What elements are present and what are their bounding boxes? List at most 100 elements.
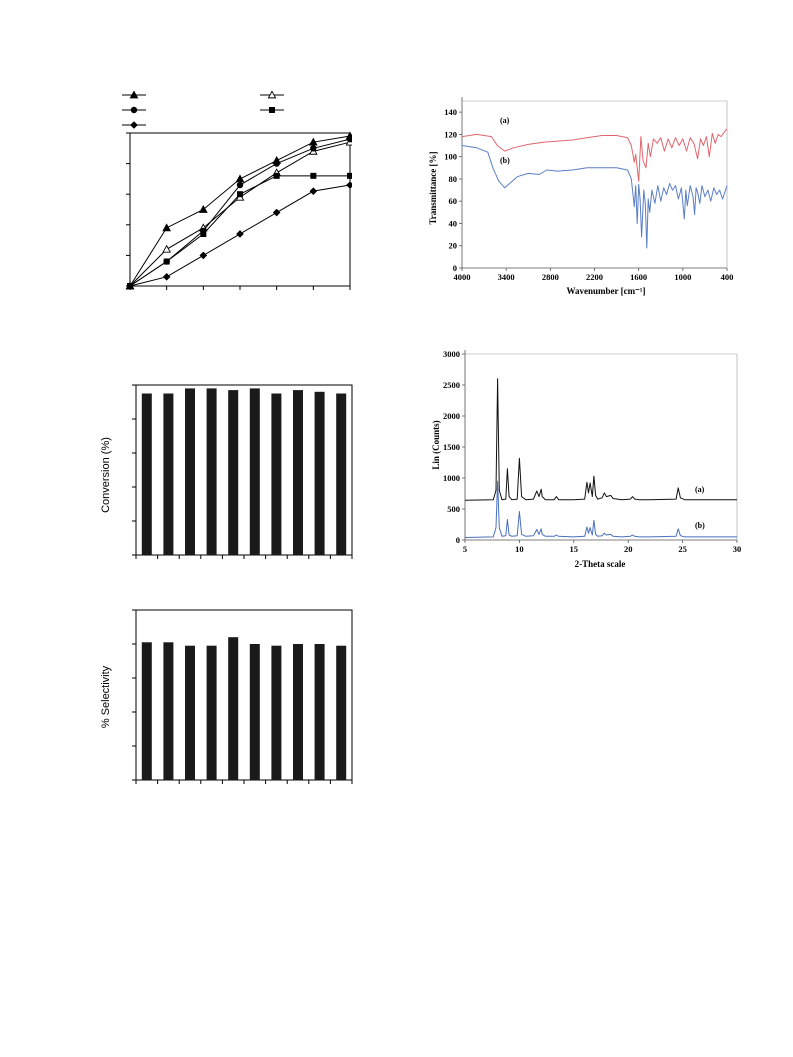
data-point <box>308 137 318 146</box>
x-axis-label: Wavenumber [cm⁻¹] <box>566 286 645 296</box>
data-point <box>199 251 208 260</box>
series-line <box>129 135 352 287</box>
y-tick-label: 1000 <box>443 473 460 483</box>
series-label-1: (b) <box>695 521 705 530</box>
bar-chart-selectivity: % Selectivity <box>100 609 353 784</box>
bar <box>206 388 217 555</box>
data-point <box>273 160 280 167</box>
y-tick-label: 20 <box>449 241 458 251</box>
x-tick-label: 30 <box>733 544 742 554</box>
data-point <box>235 174 245 183</box>
bar <box>228 637 239 780</box>
legend <box>122 90 284 129</box>
x-tick-label: 4000 <box>454 272 471 282</box>
plot <box>132 384 353 559</box>
plot: 0 500 1000 1500 2000 2500 3000 5 10 15 20 25 30 (a) (b… <box>443 349 741 554</box>
plot-frame <box>129 132 351 287</box>
legend-marker-circle-filled <box>130 106 138 114</box>
y-tick-label: 80 <box>449 174 458 184</box>
bar <box>314 644 325 780</box>
bar <box>336 645 347 780</box>
data-point <box>346 135 352 143</box>
y-tick-label: 2000 <box>443 411 460 421</box>
x-tick-label: 25 <box>678 544 687 554</box>
y-tick-label: 3000 <box>443 349 460 359</box>
data-point <box>126 282 134 290</box>
y-axis-label: % Selectivity <box>100 665 112 728</box>
bar <box>141 393 152 555</box>
bar <box>271 645 282 780</box>
bar <box>185 645 195 780</box>
series-line-0 <box>464 378 737 501</box>
data-point <box>162 273 171 281</box>
bar <box>141 642 152 780</box>
x-tick-label: 400 <box>721 272 734 282</box>
data-point <box>236 181 244 189</box>
y-tick-label: 2500 <box>443 380 460 390</box>
y-tick-label: 140 <box>444 107 457 117</box>
data-point <box>346 181 352 189</box>
series-line-1 <box>464 480 737 538</box>
x-tick-label: 10 <box>515 544 524 554</box>
x-tick-label: 15 <box>570 544 579 554</box>
series-circle-filled <box>126 135 352 290</box>
y-tick-label: 0 <box>453 263 457 273</box>
bar <box>185 388 195 555</box>
data-point <box>347 172 352 179</box>
x-tick-label: 1000 <box>674 272 691 282</box>
bar-chart-conversion: Conversion (%) <box>100 384 353 559</box>
bar <box>249 644 260 780</box>
bar <box>293 390 303 555</box>
data-point <box>162 223 172 232</box>
series-line-0 <box>461 128 728 182</box>
y-axis-label: Transmittance [%] <box>428 151 438 224</box>
y-axis-label: Lin (Counts) <box>431 420 441 469</box>
data-point <box>273 172 280 179</box>
bar <box>163 393 174 555</box>
data-point <box>237 191 243 198</box>
y-axis-label: Conversion (%) <box>100 437 112 513</box>
bar <box>249 388 260 555</box>
legend-marker-diamond-filled <box>130 121 138 129</box>
data-point <box>198 204 208 213</box>
data-point <box>200 230 207 237</box>
y-tick-label: 40 <box>449 218 458 228</box>
bar <box>206 645 217 780</box>
series-triangle-filled <box>125 131 352 290</box>
x-tick-label: 1600 <box>630 272 647 282</box>
legend-marker-triangle-filled <box>129 90 139 99</box>
bar <box>314 391 325 555</box>
bar <box>163 642 174 780</box>
x-tick-label: 3400 <box>498 272 515 282</box>
data-point <box>310 172 317 179</box>
plot <box>132 609 353 784</box>
y-tick-label: 100 <box>444 152 457 162</box>
data-point <box>272 208 281 217</box>
data-point <box>309 187 318 195</box>
data-point <box>310 145 317 152</box>
series-triangle-open <box>125 137 352 290</box>
x-tick-label: 5 <box>463 544 467 554</box>
bar <box>271 393 282 555</box>
y-tick-label: 1500 <box>443 442 460 452</box>
data-point <box>236 230 244 238</box>
series-label-0: (a) <box>695 485 705 494</box>
x-tick-label: 2800 <box>542 272 559 282</box>
series-label-0: (a) <box>500 116 510 125</box>
plot: 0 20 40 60 80 100 120 140 4000 3400 2800 2200 1600 10… <box>444 97 733 282</box>
bar <box>293 644 303 780</box>
series-label-1: (b) <box>500 156 510 165</box>
xrd-pattern-chart: Lin (Counts) 2-Theta scale 0 500 1000 1500 2… <box>431 349 741 569</box>
x-tick-label: 20 <box>624 544 633 554</box>
y-tick-label: 60 <box>449 196 458 206</box>
legend-marker-triangle-open <box>267 90 277 99</box>
series-line <box>129 184 352 287</box>
series-line <box>129 175 352 287</box>
y-tick-label: 120 <box>444 129 457 139</box>
x-axis-label: 2-Theta scale <box>575 559 626 569</box>
bar <box>336 393 347 555</box>
line-chart-kinetics <box>122 90 352 290</box>
data-point <box>162 244 172 253</box>
ir-spectrum-chart: Transmittance [%] Wavenumber [cm⁻¹] 0 20 4… <box>428 97 733 296</box>
y-tick-label: 500 <box>447 504 460 514</box>
